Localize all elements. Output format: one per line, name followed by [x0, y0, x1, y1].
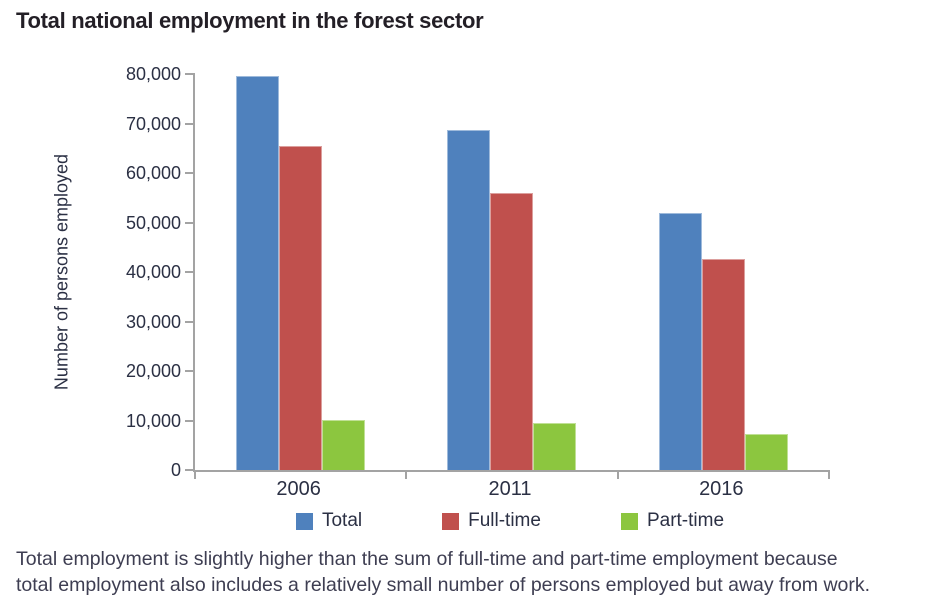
bar-2016-full-time — [701, 258, 745, 470]
plot-area: 0 10,000 20,000 30,000 40,000 50,000 60,000 70,… — [126, 65, 830, 479]
legend-label: Part-time — [646, 510, 725, 531]
y-tick-label: 30,000 — [125, 311, 181, 332]
y-tick-label: 0 — [170, 460, 181, 480]
y-tick-label: 10,000 — [125, 410, 181, 431]
y-tick-mark — [185, 320, 195, 323]
bar-2006-full-time — [279, 146, 323, 470]
y-tick-label: 70,000 — [125, 113, 181, 134]
y-tick-mark — [185, 419, 195, 422]
bar-2016-total — [658, 213, 702, 470]
x-axis-labels: 2006 2011 2016 — [193, 478, 827, 501]
bar-2011-part-time — [533, 422, 577, 470]
y-tick-mark — [185, 122, 195, 125]
x-tick-mark — [828, 470, 830, 479]
y-tick-mark — [185, 370, 195, 372]
bar-group-2006 — [195, 74, 406, 470]
bar-group-2016 — [618, 74, 829, 470]
x-tick-label-2016: 2016 — [699, 478, 744, 500]
y-tick-label: 20,000 — [125, 361, 181, 381]
y-tick-mark — [185, 221, 195, 224]
legend-swatch-total — [295, 512, 313, 530]
bar-2011-full-time — [490, 192, 534, 470]
y-tick-mark — [185, 469, 195, 471]
x-tick-label-2006: 2006 — [276, 478, 321, 500]
bar-2016-part-time — [744, 433, 788, 470]
bar-2011-total — [447, 130, 491, 470]
bar-2006-part-time — [322, 419, 366, 470]
bar-group-2011 — [406, 74, 617, 470]
caption: Total employment is slightly higher than… — [16, 546, 870, 598]
y-tick-mark — [185, 271, 195, 273]
legend-swatch-part-time — [620, 512, 638, 530]
bar-2006-total — [236, 75, 280, 470]
x-tick-mark — [405, 470, 408, 479]
caption-line-1: Total employment is slightly higher than… — [16, 548, 838, 570]
legend-item-part-time: Part-time — [620, 510, 725, 532]
legend-swatch-full-time — [442, 512, 460, 530]
legend-label: Full-time — [468, 510, 541, 531]
y-tick-label: 60,000 — [125, 163, 181, 183]
x-tick-mark — [194, 470, 196, 479]
y-axis-label: Number of persons employed — [51, 153, 72, 391]
x-tick-label-2011: 2011 — [488, 478, 532, 500]
legend-item-total: Total — [295, 510, 363, 532]
y-tick-label: 80,000 — [125, 64, 181, 84]
y-tick-label: 50,000 — [125, 212, 181, 233]
y-tick-mark — [185, 172, 195, 174]
x-tick-mark — [616, 470, 619, 479]
legend-item-full-time: Full-time — [442, 510, 541, 532]
caption-line-2: total employment also includes a relativ… — [16, 574, 871, 596]
chart-title: Total national employment in the forest … — [16, 8, 484, 33]
legend: Total Full-time Part-time — [193, 510, 827, 532]
y-tick-label: 40,000 — [125, 262, 181, 282]
legend-label: Total — [321, 510, 363, 531]
y-tick-mark — [185, 73, 195, 75]
